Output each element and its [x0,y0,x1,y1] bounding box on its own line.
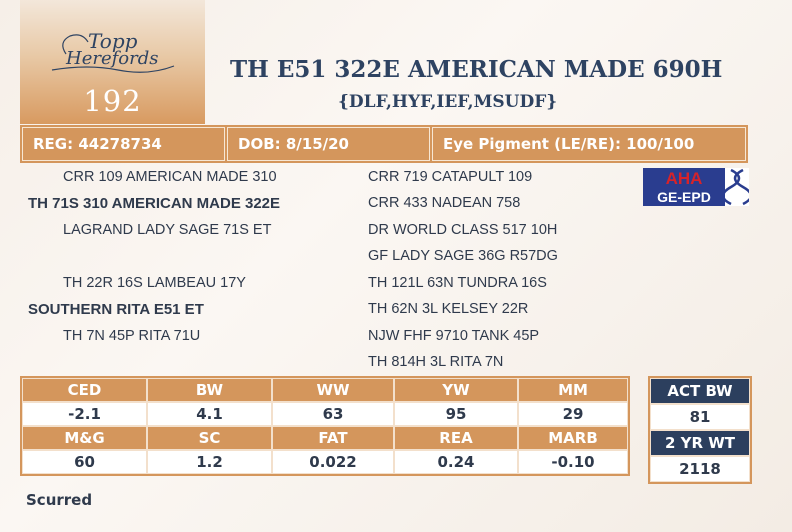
epd-header-row: CED BW WW YW MM [22,378,628,402]
pedigree-ggp: TH 62N 3L KELSEY 22R [368,301,529,317]
epd-header-mm: MM [518,378,628,402]
reg-number: REG: 44278734 [22,127,225,161]
epd-header-row: M&G SC FAT REA MARB [22,426,628,450]
epd-value-ww: 63 [272,402,394,426]
svg-text:Topp: Topp [88,29,138,53]
pedigree-dam-dam: TH 7N 45P RITA 71U [63,328,201,344]
epd-value-sc: 1.2 [147,450,272,474]
epd-value-bw: 4.1 [147,402,272,426]
lot-number: 192 [83,84,142,118]
epd-header-mg: M&G [22,426,147,450]
epd-header-ced: CED [22,378,147,402]
eye-pigment: Eye Pigment (LE/RE): 100/100 [432,127,746,161]
info-bar: REG: 44278734 DOB: 8/15/20 Eye Pigment (… [20,125,748,163]
epd-header-bw: BW [147,378,272,402]
lot-box: Topp Herefords 192 [20,0,205,124]
epd-table: CED BW WW YW MM -2.1 4.1 63 95 29 M&G SC… [20,376,630,476]
pedigree-ggp: DR WORLD CLASS 517 10H [368,222,558,238]
epd-header-sc: SC [147,426,272,450]
epd-header-rea: REA [394,426,518,450]
epd-header-ww: WW [272,378,394,402]
aha-ge-epd-badge: AHA GE-EPD [643,168,749,206]
pedigree-ggp: TH 814H 3L RITA 7N [368,354,504,370]
pedigree-dam-sire: TH 22R 16S LAMBEAU 17Y [63,275,246,291]
yr2-wt-label: 2 YR WT [650,430,750,456]
epd-value-yw: 95 [394,402,518,426]
pedigree-sire: TH 71S 310 AMERICAN MADE 322E [28,195,281,212]
epd-value-marb: -0.10 [518,450,628,474]
pedigree-ggp: GF LADY SAGE 36G R57DG [368,248,558,264]
epd-value-row: 60 1.2 0.022 0.24 -0.10 [22,450,628,474]
epd-header-fat: FAT [272,426,394,450]
epd-value-ced: -2.1 [22,402,147,426]
animal-name: TH E51 322E AMERICAN MADE 690H [230,56,723,83]
svg-text:GE-EPD: GE-EPD [657,189,711,205]
yr2-wt-value: 2118 [650,456,750,482]
epd-value-mg: 60 [22,450,147,474]
pedigree-ggp: TH 121L 63N TUNDRA 16S [368,275,547,291]
epd-header-marb: MARB [518,426,628,450]
pedigree-ggp: CRR 719 CATAPULT 109 [368,169,533,185]
act-bw-label: ACT BW [650,378,750,404]
pedigree-dam: SOUTHERN RITA E51 ET [28,301,204,318]
actuals-table: ACT BW 81 2 YR WT 2118 [648,376,752,484]
epd-value-mm: 29 [518,402,628,426]
svg-text:AHA: AHA [666,169,703,188]
topp-herefords-logo: Topp Herefords [51,29,175,73]
dob: DOB: 8/15/20 [227,127,430,161]
act-bw-value: 81 [650,404,750,430]
footnote: Scurred [26,491,93,509]
svg-text:Herefords: Herefords [65,48,158,69]
pedigree-ggp: CRR 433 NADEAN 758 [368,195,521,211]
epd-header-yw: YW [394,378,518,402]
pedigree-sire-dam: LAGRAND LADY SAGE 71S ET [63,222,272,238]
animal-designations: {DLF,HYF,IEF,MSUDF} [338,92,558,112]
pedigree-ggp: NJW FHF 9710 TANK 45P [368,328,540,344]
epd-value-fat: 0.022 [272,450,394,474]
epd-value-rea: 0.24 [394,450,518,474]
pedigree-sire-sire: CRR 109 AMERICAN MADE 310 [63,169,277,185]
dna-icon [721,168,749,206]
epd-value-row: -2.1 4.1 63 95 29 [22,402,628,426]
